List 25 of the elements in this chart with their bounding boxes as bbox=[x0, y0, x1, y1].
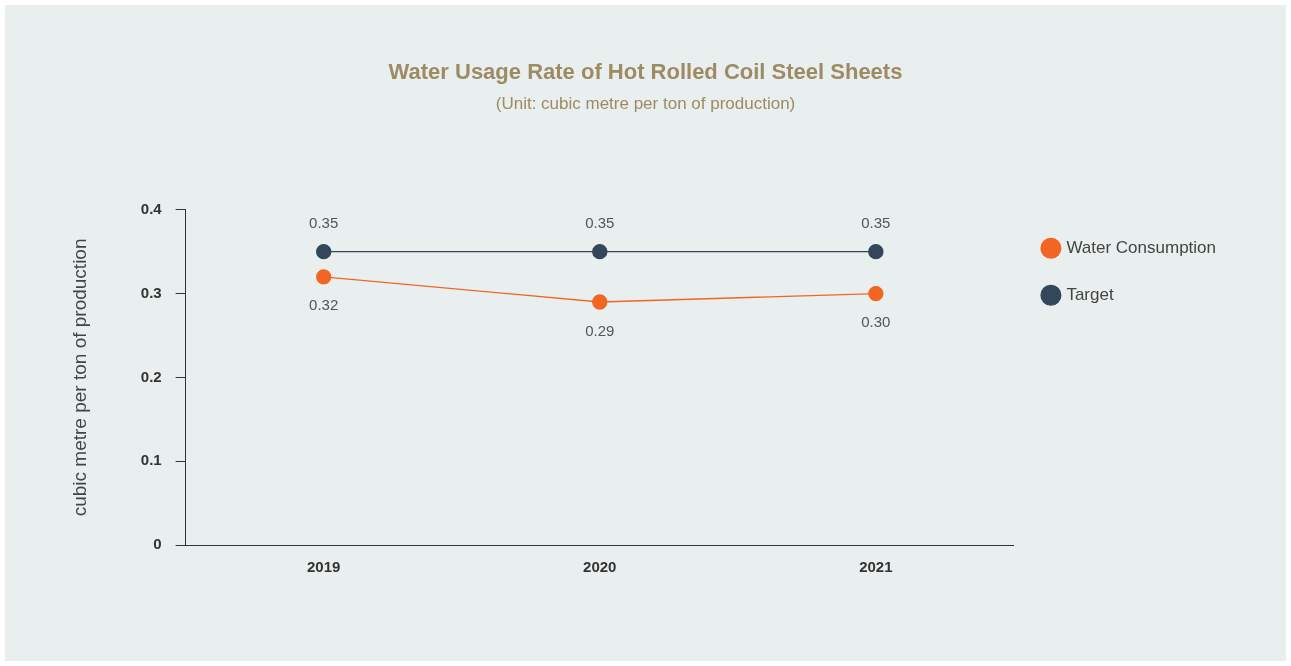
point bbox=[592, 294, 608, 310]
chart-subtitle: (Unit: cubic metre per ton of production) bbox=[495, 94, 796, 114]
point bbox=[592, 244, 608, 260]
x-tick-label: 2019 bbox=[307, 558, 341, 576]
point bbox=[316, 244, 332, 260]
chart-title: Water Usage Rate of Hot Rolled Coil Steel Sheets bbox=[388, 59, 903, 85]
x-tick-label: 2021 bbox=[859, 558, 893, 576]
y-tick-label: 0.4 bbox=[140, 199, 163, 217]
data-label: 0.29 bbox=[585, 321, 615, 339]
y-tick-label: 0 bbox=[153, 535, 162, 553]
y-tick-label: 0.3 bbox=[140, 283, 162, 301]
y-tick-label: 0.2 bbox=[140, 367, 162, 385]
data-label: 0.32 bbox=[309, 296, 339, 314]
point bbox=[316, 269, 332, 285]
y-axis-title: cubic metre per ton of production bbox=[68, 238, 90, 517]
data-label: 0.35 bbox=[309, 214, 339, 232]
data-label: 0.35 bbox=[585, 214, 615, 232]
y-tick-label: 0.1 bbox=[140, 451, 162, 469]
point bbox=[868, 285, 884, 302]
point bbox=[868, 244, 884, 260]
x-tick-label: 2020 bbox=[583, 558, 617, 576]
legend-label: Target bbox=[1066, 284, 1114, 304]
data-label: 0.35 bbox=[861, 214, 891, 232]
data-label: 0.30 bbox=[861, 313, 891, 331]
legend-label: Water Consumption bbox=[1066, 237, 1217, 257]
